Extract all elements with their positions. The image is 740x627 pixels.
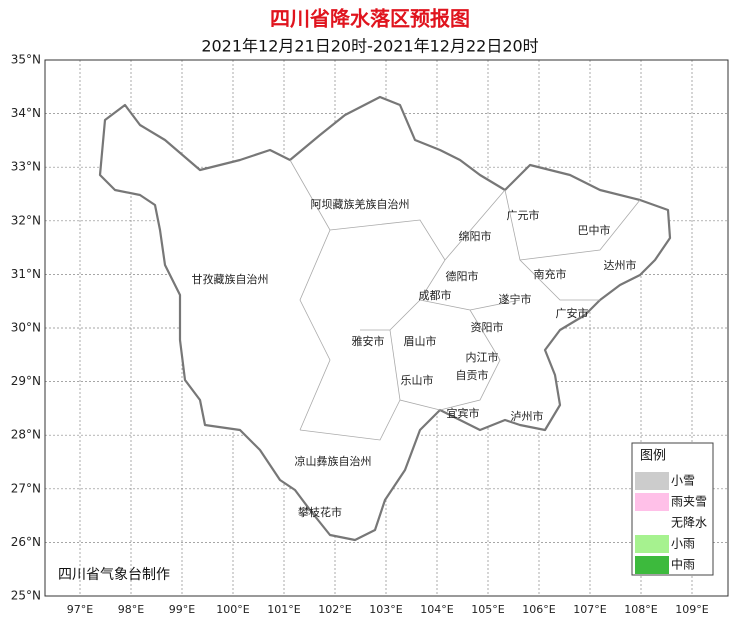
lat-tick-label: 27°N (11, 481, 41, 495)
lat-tick-label: 26°N (11, 535, 41, 549)
lon-tick-label: 108°E (624, 603, 657, 616)
place-label: 乐山市 (401, 373, 434, 387)
lon-tick-label: 102°E (318, 603, 351, 616)
place-label: 达州市 (604, 258, 637, 272)
legend-label: 雨夹雪 (671, 495, 707, 509)
title: 四川省降水落区预报图 (270, 7, 470, 31)
lat-tick-label: 35°N (11, 53, 41, 67)
district-borders (289, 159, 641, 441)
lon-tick-label: 97°E (67, 603, 93, 616)
lat-tick-label: 28°N (11, 428, 41, 442)
lat-tick-label: 30°N (11, 321, 41, 335)
lon-tick-label: 99°E (169, 603, 195, 616)
place-label: 攀枝花市 (298, 505, 342, 519)
legend-label: 小雪 (671, 474, 695, 488)
place-label: 资阳市 (471, 320, 504, 334)
legend-swatch (635, 493, 669, 511)
legend-label: 中雨 (671, 557, 695, 572)
lat-tick-label: 32°N (11, 213, 41, 227)
legend-swatch (635, 472, 669, 490)
lat-tick-label: 33°N (11, 160, 41, 174)
place-label: 泸州市 (511, 409, 544, 423)
lat-tick-label: 34°N (11, 106, 41, 120)
place-label: 广元市 (507, 208, 540, 222)
place-label: 成都市 (419, 288, 452, 302)
place-label: 巴中市 (578, 223, 611, 237)
place-label: 宜宾市 (447, 406, 480, 420)
subtitle: 2021年12月21日20时-2021年12月22日20时 (201, 37, 538, 56)
legend-swatch (635, 535, 669, 553)
legend-swatch (635, 556, 669, 574)
lat-tick-label: 25°N (11, 589, 41, 603)
sichuan-outline (98, 95, 672, 542)
lon-tick-label: 101°E (267, 603, 300, 616)
lat-tick-label: 29°N (11, 374, 41, 388)
legend-title: 图例 (640, 449, 666, 464)
credit: 四川省气象台制作 (58, 567, 170, 583)
lon-tick-label: 100°E (216, 603, 249, 616)
place-label: 内江市 (466, 350, 499, 364)
lon-tick-label: 98°E (118, 603, 144, 616)
place-label: 雅安市 (352, 334, 385, 348)
place-label: 自贡市 (456, 368, 489, 382)
place-label: 甘孜藏族自治州 (192, 272, 269, 286)
lon-tick-label: 106°E (522, 603, 555, 616)
place-label: 凉山彝族自治州 (295, 454, 372, 468)
legend-label: 无降水 (671, 516, 707, 530)
place-label: 德阳市 (446, 269, 479, 283)
lon-tick-label: 109°E (675, 603, 708, 616)
lon-tick-label: 103°E (369, 603, 402, 616)
place-label: 遂宁市 (499, 292, 532, 306)
map-frame (44, 59, 729, 597)
place-label: 阿坝藏族羌族自治州 (311, 197, 410, 211)
lat-tick-label: 31°N (11, 267, 41, 281)
place-label: 眉山市 (404, 334, 437, 348)
place-label: 绵阳市 (459, 229, 492, 243)
lon-tick-label: 104°E (420, 603, 453, 616)
place-label: 南充市 (534, 267, 567, 281)
place-label: 广安市 (556, 306, 589, 320)
legend-label: 小雨 (671, 537, 695, 551)
lon-tick-label: 107°E (573, 603, 606, 616)
lon-tick-label: 105°E (471, 603, 504, 616)
